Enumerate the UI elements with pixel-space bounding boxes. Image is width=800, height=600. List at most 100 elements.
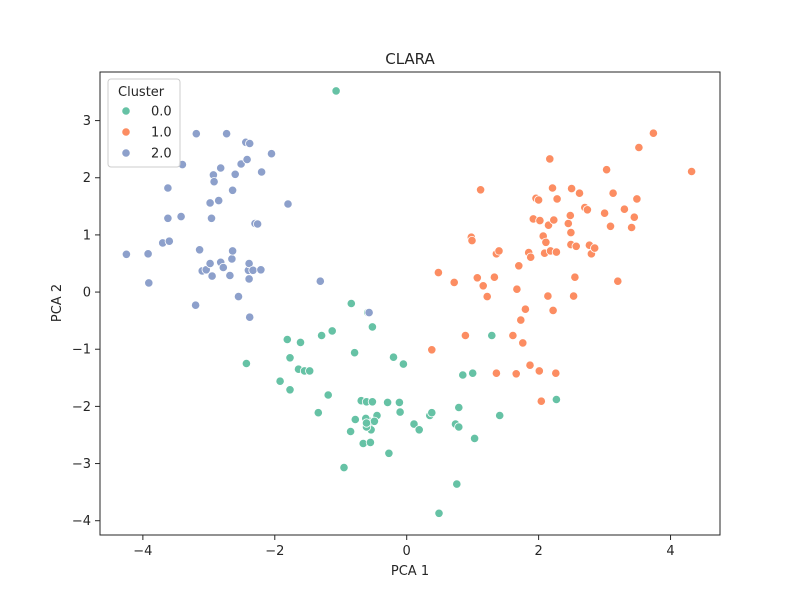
series-0.0 xyxy=(241,86,562,518)
x-tick-label: 0 xyxy=(403,544,411,559)
data-point xyxy=(571,241,581,251)
x-axis-label: PCA 1 xyxy=(391,564,429,579)
data-point xyxy=(491,368,501,378)
data-point xyxy=(489,272,499,282)
data-point xyxy=(218,262,228,273)
data-point xyxy=(427,408,437,418)
data-point xyxy=(582,205,593,215)
data-point xyxy=(454,402,464,413)
data-point xyxy=(367,397,377,407)
data-point xyxy=(472,273,482,283)
data-point xyxy=(433,267,443,278)
data-point xyxy=(549,215,559,225)
data-point xyxy=(313,408,323,418)
data-point xyxy=(144,278,154,288)
data-point xyxy=(209,177,219,187)
data-point xyxy=(518,338,528,348)
data-point xyxy=(548,305,558,315)
data-point xyxy=(566,228,576,238)
data-point xyxy=(545,154,555,164)
data-point xyxy=(214,196,224,206)
data-point xyxy=(487,330,497,341)
data-point xyxy=(414,425,424,435)
data-point xyxy=(520,304,531,314)
data-point xyxy=(495,410,505,421)
data-point xyxy=(482,291,492,302)
data-point xyxy=(565,210,575,221)
data-point xyxy=(367,322,377,332)
data-point xyxy=(205,258,215,269)
data-point xyxy=(382,397,393,407)
data-point xyxy=(434,508,444,518)
plot-area xyxy=(121,86,697,518)
x-tick-label: −4 xyxy=(133,544,152,559)
data-point xyxy=(551,394,562,405)
data-point xyxy=(349,348,360,358)
data-point xyxy=(449,277,459,287)
legend-title: Cluster xyxy=(118,85,165,100)
data-point xyxy=(526,252,536,262)
data-point xyxy=(427,345,437,355)
data-point xyxy=(394,397,404,407)
data-point xyxy=(511,369,521,379)
data-point xyxy=(452,479,462,489)
data-point xyxy=(478,281,488,291)
data-point xyxy=(454,422,464,432)
data-point xyxy=(253,219,263,229)
data-point xyxy=(266,149,277,159)
data-point xyxy=(574,188,585,198)
legend-label: 1.0 xyxy=(151,126,172,141)
y-tick-label: −4 xyxy=(72,514,91,529)
data-point xyxy=(346,298,356,309)
data-point xyxy=(244,274,254,284)
data-point xyxy=(568,291,579,301)
x-tick-label: −2 xyxy=(265,544,284,559)
data-point xyxy=(388,352,399,362)
data-point xyxy=(245,138,255,149)
data-point xyxy=(364,307,374,318)
data-point xyxy=(613,276,623,286)
y-tick-label: 0 xyxy=(83,286,91,301)
y-tick-label: 1 xyxy=(83,228,91,243)
data-point xyxy=(256,167,267,177)
data-point xyxy=(305,366,315,376)
data-point xyxy=(460,330,470,341)
data-point xyxy=(475,185,486,195)
x-tick-label: 2 xyxy=(534,544,542,559)
data-point xyxy=(563,218,573,229)
legend-label: 0.0 xyxy=(151,105,172,120)
data-point xyxy=(282,334,292,345)
x-tick-label: 4 xyxy=(666,544,674,559)
data-point xyxy=(163,213,173,223)
series-1.0 xyxy=(427,128,697,406)
data-point xyxy=(514,261,524,271)
data-point xyxy=(248,265,258,275)
data-point xyxy=(230,169,240,179)
data-point xyxy=(535,216,545,226)
y-tick-label: −3 xyxy=(72,457,91,472)
data-point xyxy=(285,385,295,395)
data-point xyxy=(331,86,341,96)
data-point xyxy=(206,213,217,223)
data-point xyxy=(216,163,226,173)
data-point xyxy=(315,276,325,286)
data-point xyxy=(634,142,644,153)
data-point xyxy=(241,358,251,369)
data-point xyxy=(222,129,232,139)
data-point xyxy=(369,416,379,426)
data-point xyxy=(256,265,266,275)
legend-label: 2.0 xyxy=(151,147,172,162)
y-tick-label: 3 xyxy=(83,114,91,129)
y-tick-label: 2 xyxy=(83,171,91,186)
plot-frame xyxy=(99,71,721,536)
data-point xyxy=(191,300,201,310)
data-point xyxy=(626,222,637,233)
data-point xyxy=(245,312,255,322)
data-point xyxy=(629,212,639,222)
data-point xyxy=(176,212,186,222)
data-point xyxy=(469,433,480,443)
data-point xyxy=(590,243,600,253)
axes: −4 −2 0 2 4 −4 −3 −2 −1 0 1 2 3 xyxy=(72,71,721,559)
data-point xyxy=(552,194,562,204)
